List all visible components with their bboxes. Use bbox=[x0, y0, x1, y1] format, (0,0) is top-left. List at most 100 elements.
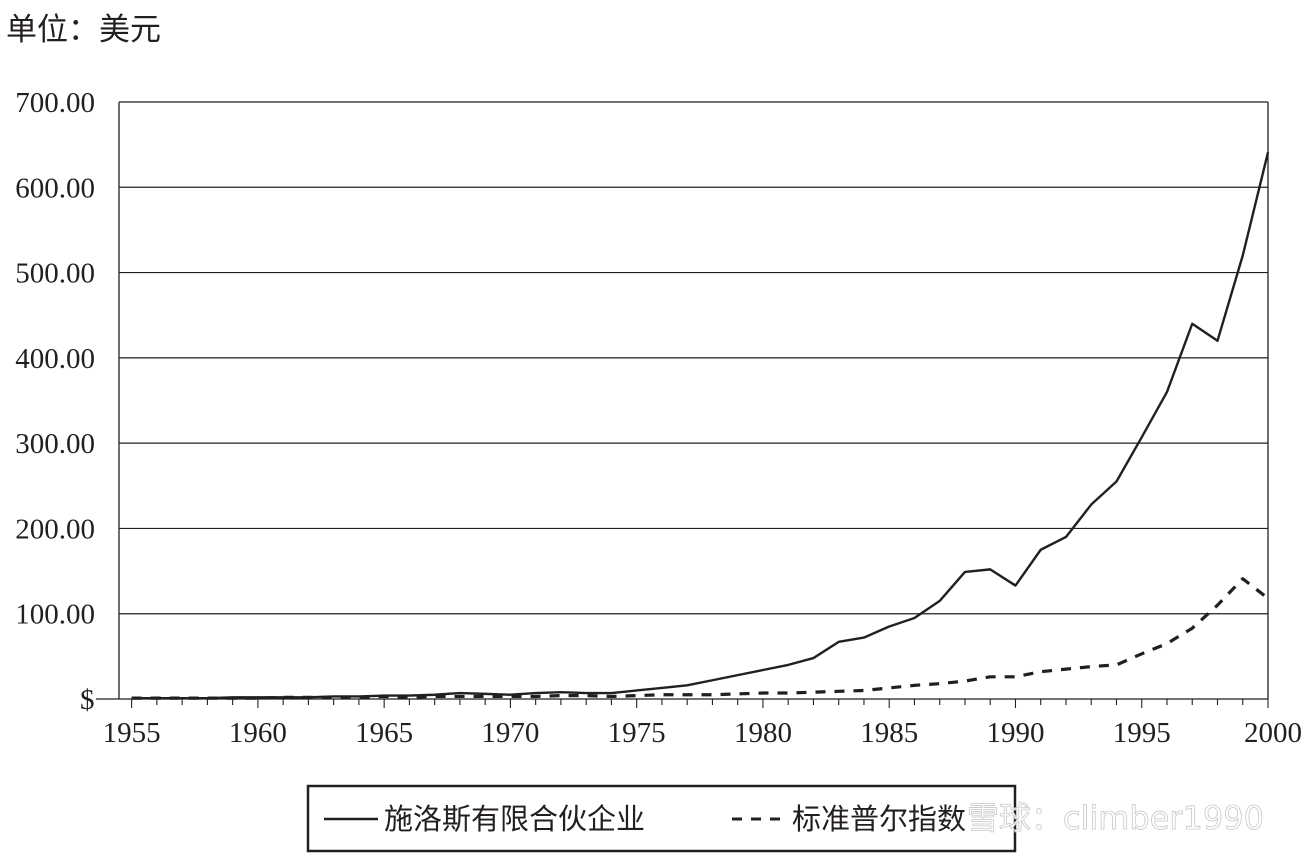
series-2-point-1996 bbox=[1166, 643, 1168, 645]
legend: 施洛斯有限合伙企业 标准普尔指数 bbox=[306, 784, 1017, 853]
series-2-point-1964 bbox=[358, 696, 360, 698]
series-2-point-1986 bbox=[914, 685, 916, 687]
y-tick-label-0: $ bbox=[80, 684, 95, 716]
series-2-point-1971 bbox=[535, 696, 537, 698]
series-1-point-1979 bbox=[737, 674, 739, 676]
series-1-point-1995 bbox=[1141, 436, 1143, 438]
series-2-point-1962 bbox=[308, 696, 310, 698]
tick-labels: $100.00 200.00 300.00 400.00 500.00 600.00 700… bbox=[15, 87, 1302, 749]
x-tick-label-1965: 1965 bbox=[355, 717, 413, 749]
series-2-point-1995 bbox=[1141, 653, 1143, 655]
series-2-point-1975 bbox=[636, 695, 638, 697]
gridlines bbox=[119, 101, 1268, 615]
y-tick-label-700: 700.00 bbox=[15, 87, 95, 119]
series-1-point-1975 bbox=[636, 690, 638, 692]
x-tick-label-1970: 1970 bbox=[481, 717, 539, 749]
series-2-point-1989 bbox=[989, 676, 991, 678]
series-1-point-1994 bbox=[1116, 481, 1118, 483]
series-2-point-1974 bbox=[611, 696, 613, 698]
y-tick-label-300: 300.00 bbox=[15, 428, 95, 460]
series-2-point-1978 bbox=[712, 694, 714, 696]
series-1-point-1988 bbox=[964, 571, 966, 573]
series-2-point-1991 bbox=[1040, 671, 1042, 673]
x-tick-label-1990: 1990 bbox=[986, 717, 1044, 749]
series-2-point-1963 bbox=[333, 696, 335, 698]
y-tick-label-600: 600.00 bbox=[15, 172, 95, 204]
series-1-point-1991 bbox=[1040, 549, 1042, 551]
series-1-point-1993 bbox=[1090, 504, 1092, 506]
legend-label-series-1: 施洛斯有限合伙企业 bbox=[384, 802, 645, 836]
series-2-point-1966 bbox=[409, 696, 411, 698]
series-2-point-1967 bbox=[434, 696, 436, 698]
series-1-point-1967 bbox=[434, 694, 436, 696]
x-tick-label-1960: 1960 bbox=[229, 717, 287, 749]
series-1-point-1976 bbox=[661, 687, 663, 689]
series-1-point-1971 bbox=[535, 692, 537, 694]
series-1-point-1998 bbox=[1217, 340, 1219, 342]
series-1-point-1985 bbox=[888, 626, 890, 628]
series-2-point-1982 bbox=[813, 691, 815, 693]
unit-label: 单位：美元 bbox=[6, 12, 161, 48]
series-2-point-1998 bbox=[1217, 604, 1219, 606]
legend-label-series-2: 标准普尔指数 bbox=[792, 802, 966, 836]
series-2-point-1959 bbox=[232, 697, 234, 699]
series-1-point-1982 bbox=[813, 657, 815, 659]
series-2-point-1956 bbox=[156, 697, 158, 699]
series-line-1 bbox=[131, 152, 1270, 700]
series-1-point-1972 bbox=[560, 691, 562, 693]
x-tick-label-1955: 1955 bbox=[103, 717, 161, 749]
series-2-point-1994 bbox=[1116, 664, 1118, 666]
watermark-text: 雪球：climber1990 bbox=[967, 799, 1264, 837]
y-tick-label-500: 500.00 bbox=[15, 258, 95, 290]
series-2-point-1979 bbox=[737, 693, 739, 695]
series-1-point-2000 bbox=[1267, 152, 1269, 154]
series-1-point-1999 bbox=[1242, 255, 1244, 257]
x-tick-label-1995: 1995 bbox=[1113, 717, 1171, 749]
series-1-point-1987 bbox=[939, 600, 941, 602]
series-1-point-1970 bbox=[510, 694, 512, 696]
series-2-point-1970 bbox=[510, 696, 512, 698]
y-tick-label-200: 200.00 bbox=[15, 513, 95, 545]
series-2-point-1984 bbox=[863, 690, 865, 692]
series-1-point-1990 bbox=[1015, 585, 1017, 587]
series-1-point-1974 bbox=[611, 692, 613, 694]
series-1-point-1980 bbox=[762, 669, 764, 671]
series-2-point-1965 bbox=[383, 696, 385, 698]
series-2-point-1983 bbox=[838, 691, 840, 693]
series-2-point-1957 bbox=[181, 697, 183, 699]
series-2-point-1990 bbox=[1015, 676, 1017, 678]
x-tick-label-1985: 1985 bbox=[860, 717, 918, 749]
series-1-point-1989 bbox=[989, 569, 991, 571]
legend-box bbox=[306, 784, 1017, 853]
series-1-point-1978 bbox=[712, 679, 714, 681]
series-line-2 bbox=[131, 577, 1269, 700]
series-2-point-1955 bbox=[131, 697, 133, 699]
series-2-point-1980 bbox=[762, 692, 764, 694]
series-2-point-1999 bbox=[1242, 578, 1244, 580]
x-tick-label-1980: 1980 bbox=[734, 717, 792, 749]
series-1-point-1997 bbox=[1191, 323, 1193, 325]
series-1-point-1996 bbox=[1166, 391, 1168, 393]
series-2-point-1973 bbox=[585, 695, 587, 697]
axes bbox=[96, 102, 1269, 708]
series-2-point-1987 bbox=[939, 683, 941, 685]
series-2-point-1985 bbox=[888, 687, 890, 689]
series-1-point-1986 bbox=[914, 617, 916, 619]
y-tick-label-100: 100.00 bbox=[15, 599, 95, 631]
series-2-point-1977 bbox=[686, 694, 688, 696]
series-2-point-1993 bbox=[1090, 666, 1092, 668]
series-2-point-1968 bbox=[459, 696, 461, 698]
series-2-point-1960 bbox=[257, 697, 259, 699]
series-1-point-1968 bbox=[459, 692, 461, 694]
series-1-point-1983 bbox=[838, 641, 840, 643]
series-1-point-1984 bbox=[863, 637, 865, 639]
series-2-point-1976 bbox=[661, 694, 663, 696]
series-2-point-1992 bbox=[1065, 668, 1067, 670]
x-tick-label-1975: 1975 bbox=[608, 717, 666, 749]
series-1-point-1969 bbox=[484, 693, 486, 695]
series-1-point-1966 bbox=[409, 695, 411, 697]
y-tick-label-400: 400.00 bbox=[15, 343, 95, 375]
x-tick-label-2000: 2000 bbox=[1244, 717, 1302, 749]
